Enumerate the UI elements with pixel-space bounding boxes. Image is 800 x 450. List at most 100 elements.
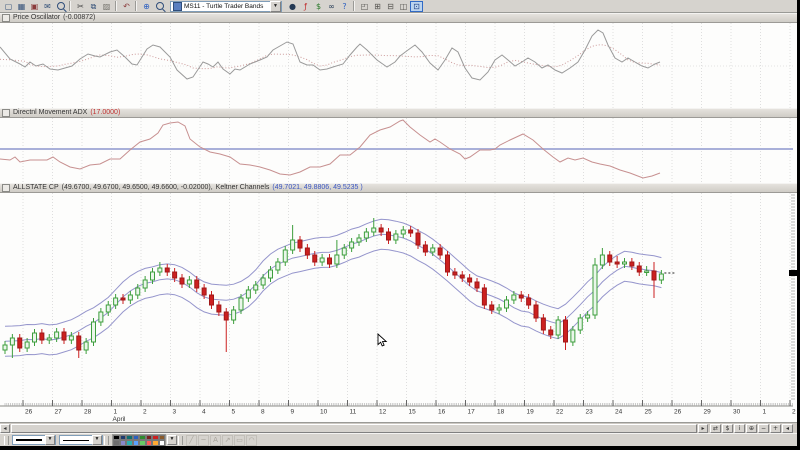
toolbar-left-icons: ▢ ▦ ▣ ✉ ✂ ⧉ ▨ ↶ ⊕	[2, 1, 166, 12]
line-style-combo[interactable]: ▼	[12, 435, 56, 445]
date-label: 5	[232, 409, 236, 416]
color-swatch-5[interactable]	[145, 434, 152, 440]
toolbar-separator	[69, 1, 71, 11]
tile-windows-icon[interactable]: ⊞	[374, 1, 381, 11]
line-weight-combo[interactable]: ▼	[59, 435, 103, 445]
locate-icon[interactable]: ⊕	[143, 1, 150, 11]
date-label: 12	[379, 409, 387, 416]
scrollbar-thumb[interactable]	[11, 424, 697, 433]
page-left-button[interactable]: ◂	[782, 424, 793, 433]
tile-horizontal-icon[interactable]: ⊟	[387, 1, 394, 11]
chevron-down-icon[interactable]: ▼	[92, 435, 102, 445]
scrollbar-right-arrow[interactable]: ▸	[698, 424, 708, 433]
color-swatch-3[interactable]	[132, 434, 139, 440]
date-axis-svg: 26 27 28 1 2 3 4 5 8 9 10 11 12 15 16 17 18 19 22 23 24 25 26 2…	[0, 400, 796, 423]
mail-icon[interactable]: ✉	[44, 1, 51, 11]
adx-panel-header[interactable]: Directnl Movement ADX (17.0000)	[0, 108, 797, 118]
price-chart-area[interactable]	[0, 193, 797, 400]
globe-icon[interactable]: ●	[289, 1, 296, 11]
color-swatch-6[interactable]	[152, 434, 159, 440]
explorer-icon[interactable]: ∞	[328, 1, 335, 11]
magnifier-glyph	[56, 2, 65, 10]
help-icon[interactable]: ?	[342, 1, 347, 11]
chevron-down-icon[interactable]: ▼	[45, 435, 55, 445]
color-swatch-13[interactable]	[145, 440, 152, 446]
keltner-middle-band	[4, 233, 662, 342]
date-label: 19	[527, 409, 535, 416]
palette-dropdown-arrow[interactable]: ▼	[167, 435, 177, 445]
cut-icon[interactable]: ✂	[77, 1, 84, 11]
color-swatch-12[interactable]	[139, 440, 146, 446]
oscillator-panel-header[interactable]: Price Oscillator (-0.00872)	[0, 13, 797, 23]
maximize-layout-icon[interactable]: ⊡	[410, 0, 423, 12]
color-swatch-8[interactable]	[113, 440, 120, 446]
price-svg	[2, 193, 797, 400]
zoom-in-button[interactable]: +	[770, 424, 781, 433]
date-label: 8	[261, 409, 265, 416]
template-selector-dropdown[interactable]: MS11 - Turtle Trader Bands ▼	[170, 0, 282, 12]
crosshair-button[interactable]: ⊕	[746, 424, 757, 433]
rectangle-tool-button[interactable]: ▭	[234, 434, 245, 446]
magnifier-glyph	[155, 2, 164, 10]
oscillator-panel-value: (-0.00872)	[63, 14, 96, 21]
date-label: 26	[674, 409, 682, 416]
copy-icon[interactable]: ⧉	[90, 1, 97, 11]
screen-edge	[0, 446, 800, 450]
text-tool-button[interactable]: A	[210, 434, 221, 446]
price-panel-header[interactable]: ALLSTATE CP (49.6700, 49.6700, 49.6500, …	[0, 183, 797, 193]
color-swatch-9[interactable]	[119, 440, 126, 446]
date-label: 22	[556, 409, 564, 416]
oscillator-chart-area[interactable]	[0, 23, 797, 108]
price-data-icon[interactable]: $	[315, 1, 322, 11]
drawing-toolbar: ▼ ▼ ▼ ╱ ─ A ↗ ▭ ◠	[0, 433, 797, 447]
color-swatch-1[interactable]	[119, 434, 126, 440]
undo-icon[interactable]: ↶	[123, 1, 130, 11]
color-swatch-15[interactable]	[158, 440, 165, 446]
print-icon[interactable]: ▦	[17, 1, 26, 11]
scroll-mode-button[interactable]: ⇄	[710, 424, 721, 433]
color-swatch-14[interactable]	[152, 440, 159, 446]
adx-chart-area[interactable]	[0, 118, 797, 183]
date-label: 2	[143, 409, 147, 416]
price-scale-button[interactable]: $	[722, 424, 733, 433]
chevron-down-icon[interactable]: ▼	[270, 0, 281, 12]
adx-panel-value: (17.0000)	[90, 109, 121, 116]
zoom-icon[interactable]	[54, 1, 67, 12]
tile-vertical-icon[interactable]: ◫	[399, 1, 408, 11]
line-style-preview	[16, 439, 42, 441]
chart-buttons-strip: ⇄ $ i ⊕ − + ◂	[710, 424, 793, 433]
color-swatch-7[interactable]	[158, 434, 165, 440]
zoom-out-button[interactable]: −	[758, 424, 769, 433]
toolbar-separator	[135, 1, 137, 11]
scrollbar-left-arrow[interactable]: ◂	[0, 424, 10, 433]
zoom-out-icon[interactable]	[153, 1, 166, 12]
symbol-name: ALLSTATE CP	[13, 184, 59, 191]
color-swatch-4[interactable]	[139, 434, 146, 440]
paste-icon[interactable]: ▨	[102, 1, 111, 11]
date-label: 30	[733, 409, 741, 416]
indicator-info-button[interactable]: i	[734, 424, 745, 433]
color-swatch-2[interactable]	[126, 434, 133, 440]
expert-advisor-icon[interactable]: ƒ	[304, 1, 307, 11]
date-label: 10	[320, 409, 328, 416]
cascade-windows-icon[interactable]: ◰	[360, 1, 369, 11]
ellipse-tool-button[interactable]: ◠	[246, 434, 257, 446]
date-label: 23	[586, 409, 594, 416]
save-icon[interactable]: ▣	[30, 1, 39, 11]
adx-line	[0, 119, 661, 179]
color-swatch-10[interactable]	[126, 440, 133, 446]
month-label: April	[113, 416, 127, 422]
color-swatch-11[interactable]	[132, 440, 139, 446]
color-swatch-0[interactable]	[113, 434, 120, 440]
template-icon	[173, 1, 182, 11]
date-label: 2	[792, 409, 796, 416]
horizontal-line-tool-button[interactable]: ─	[198, 434, 209, 446]
date-label: 25	[645, 409, 653, 416]
new-chart-icon[interactable]: ▢	[4, 1, 13, 11]
arrow-tool-button[interactable]: ↗	[222, 434, 233, 446]
toolbar-grip	[4, 435, 9, 445]
adx-panel-title: Directnl Movement ADX	[13, 109, 88, 116]
trendline-tool-button[interactable]: ╱	[186, 434, 197, 446]
screen-edge	[797, 0, 800, 450]
